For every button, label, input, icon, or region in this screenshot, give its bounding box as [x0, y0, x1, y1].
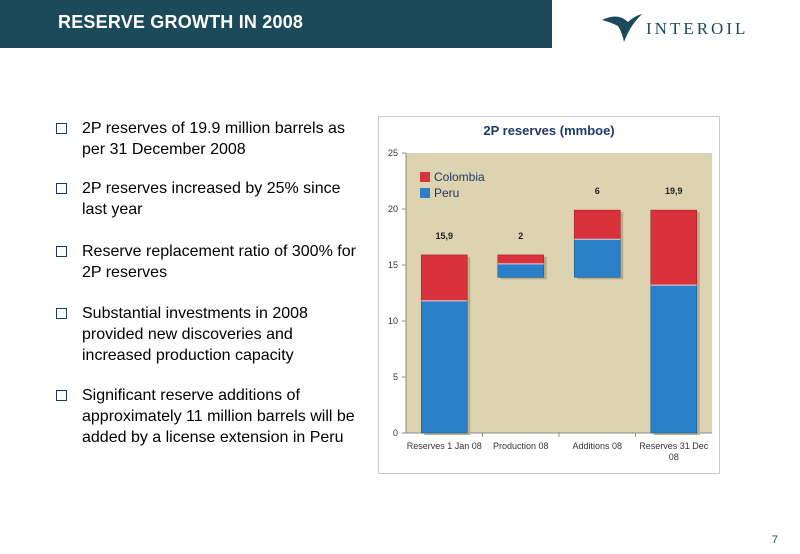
logo-text: INTEROIL	[646, 19, 749, 38]
legend-label-colombia: Colombia	[434, 170, 485, 184]
bullet-list: 2P reserves of 19.9 million barrels as p…	[56, 118, 366, 448]
bar-data-label: 19,9	[665, 186, 683, 196]
bar-peru	[650, 284, 698, 434]
bar-data-label: 6	[595, 186, 600, 196]
bar-colombia	[497, 254, 545, 265]
bar-peru	[497, 263, 545, 278]
header-bar	[0, 0, 552, 48]
bullet-item: 2P reserves increased by 25% since last …	[56, 178, 366, 220]
bullet-item: Substantial investments in 2008 provided…	[56, 303, 366, 366]
checkbox-bullet-icon	[56, 183, 67, 194]
bullet-text: Significant reserve additions of approxi…	[82, 387, 355, 446]
bullet-item: Significant reserve additions of approxi…	[56, 385, 366, 448]
x-tick-label: Reserves 1 Jan 08	[407, 441, 482, 451]
bullet-item: 2P reserves of 19.9 million barrels as p…	[56, 118, 366, 160]
bar-peru	[420, 300, 468, 434]
y-tick-label: 10	[388, 316, 398, 326]
bullet-text: 2P reserves of 19.9 million barrels as p…	[82, 120, 345, 158]
x-tick-label: Reserves 31 Dec 08	[639, 441, 709, 462]
legend-swatch-peru	[420, 188, 430, 198]
slide-title: RESERVE GROWTH IN 2008	[58, 12, 304, 32]
y-tick-label: 15	[388, 260, 398, 270]
checkbox-bullet-icon	[56, 308, 67, 319]
bullet-item: Reserve replacement ratio of 300% for 2P…	[56, 241, 366, 283]
bar-peru	[573, 238, 621, 278]
bar-data-label: 2	[518, 231, 523, 241]
checkbox-bullet-icon	[56, 123, 67, 134]
y-tick-label: 5	[393, 372, 398, 382]
bar-colombia	[573, 209, 621, 240]
bar-colombia	[650, 209, 698, 286]
page-number: 7	[771, 534, 778, 546]
logo-bird-icon	[602, 14, 642, 42]
bar-data-label: 15,9	[435, 231, 453, 241]
checkbox-bullet-icon	[56, 246, 67, 257]
bullet-text: Reserve replacement ratio of 300% for 2P…	[82, 243, 356, 281]
x-tick-label: Production 08	[493, 441, 549, 451]
chart-svg: 0 5 10 15 20 25 2P reserves (mmboe) 15,9 Reserve…	[378, 116, 720, 474]
chart-title: 2P reserves (mmboe)	[483, 123, 614, 138]
bullet-text: 2P reserves increased by 25% since last …	[82, 180, 341, 218]
bar-colombia	[420, 254, 468, 302]
bullet-text: Substantial investments in 2008 provided…	[82, 305, 308, 364]
checkbox-bullet-icon	[56, 390, 67, 401]
interoil-logo: INTEROIL	[600, 10, 770, 44]
y-tick-label: 0	[393, 428, 398, 438]
y-tick-label: 25	[388, 148, 398, 158]
x-tick-label: Additions 08	[572, 441, 622, 451]
y-tick-label: 20	[388, 204, 398, 214]
reserves-chart: 0 5 10 15 20 25 2P reserves (mmboe) 15,9 Reserve…	[378, 116, 720, 474]
legend-swatch-colombia	[420, 172, 430, 182]
legend-label-peru: Peru	[434, 186, 459, 200]
